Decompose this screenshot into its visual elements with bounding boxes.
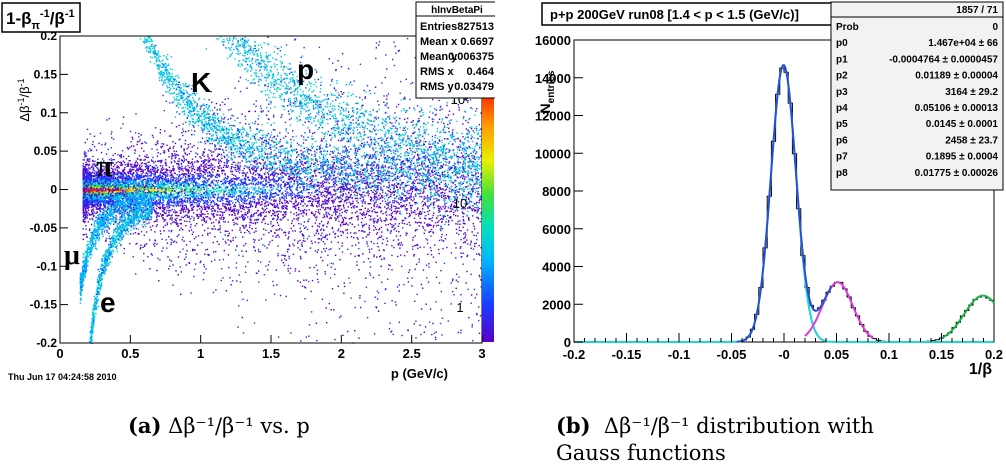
right-x-tick: 0.1 xyxy=(880,347,898,362)
fit-row-value: 0.01189 ± 0.00004 xyxy=(915,71,998,82)
fit-row-value: 0.01775 ± 0.00026 xyxy=(915,168,999,179)
fit-row-value: 0.05106 ± 0.00013 xyxy=(915,103,999,114)
kaon-gauss-fit xyxy=(804,281,874,339)
colorbar-tick-3: 1 xyxy=(456,300,463,315)
caption-a-label: (a) xyxy=(128,413,162,438)
stats-row-value: 0.03479 xyxy=(454,81,494,93)
label-muon: μ xyxy=(64,240,80,271)
total-fit xyxy=(736,64,833,343)
stats-name: hInvBetaPi xyxy=(431,5,483,16)
label-kaon: K xyxy=(191,67,211,98)
caption-b: (b) Δβ⁻¹/β⁻¹ distribution with Gauss fun… xyxy=(556,412,874,467)
right-y-tick: 12000 xyxy=(535,109,571,124)
fit-parameters-box: 1857 / 71 Prob 0 p0 1.467e+04 ± 66 p1 -0.0004… xyxy=(830,1,1004,191)
right-y-tick: 14000 xyxy=(535,71,571,86)
left-y-axis: 0.20.150.10.050-0.05-0.1-0.15-0.2 xyxy=(30,29,68,350)
fit-box-header: 1857 / 71 xyxy=(956,5,998,16)
fit-row-label: p3 xyxy=(836,87,848,98)
stats-row-value: 827513 xyxy=(457,21,494,33)
right-y-tick: 10000 xyxy=(535,146,571,161)
fit-row-value: 0 xyxy=(992,22,998,33)
left-x-tick: 3 xyxy=(478,346,485,361)
fit-row-label: p4 xyxy=(836,103,848,114)
caption-a-text: Δβ⁻¹/β⁻¹ vs. p xyxy=(168,414,310,438)
fit-row-label: p6 xyxy=(836,135,848,146)
left-y-tick: -0.15 xyxy=(30,298,58,312)
left-heatmap-panel: 10² 10 1 0 0.5 1 1.5 2 2.5 3 0.20.150.10.050-0… xyxy=(0,0,495,395)
right-x-tick: -0.05 xyxy=(717,347,747,362)
right-y-tick: 4000 xyxy=(542,260,571,275)
fit-row-value: 0.1895 ± 0.0004 xyxy=(926,152,999,163)
stats-row-label: RMS x xyxy=(420,66,455,78)
fit-row-label: p1 xyxy=(836,54,848,65)
fit-row-label: p5 xyxy=(836,119,848,130)
fit-row-label: p7 xyxy=(836,152,848,163)
fit-row-value: 0.0145 ± 0.0001 xyxy=(926,119,999,130)
right-y-tick: 2000 xyxy=(542,297,571,312)
right-x-tick: -0.15 xyxy=(612,347,642,362)
right-x-tick: -0.2 xyxy=(563,347,585,362)
right-x-label: 1/β xyxy=(969,361,992,378)
caption-b-label: (b) xyxy=(556,413,591,438)
fit-row-label: p2 xyxy=(836,71,848,82)
left-y-tick: -0.1 xyxy=(36,259,57,273)
left-x-tick: 0.5 xyxy=(121,346,139,361)
caption-b-line1: Δβ⁻¹/β⁻¹ distribution with xyxy=(603,414,874,438)
fit-row-value: 1.467e+04 ± 66 xyxy=(928,38,998,49)
fit-row-value: 2458 ± 23.7 xyxy=(945,135,998,146)
right-chart-title: p+p 200GeV run08 [1.4 < p < 1.5 (GeV/c)] xyxy=(550,7,799,22)
left-x-label: p (GeV/c) xyxy=(391,366,448,381)
fit-row-value: 3164 ± 29.2 xyxy=(945,87,998,98)
right-x-tick: 0.15 xyxy=(929,347,954,362)
left-x-axis: 0 0.5 1 1.5 2 2.5 3 xyxy=(56,335,486,361)
stats-row-value: 0.464 xyxy=(466,66,494,78)
left-x-tick: 2.5 xyxy=(403,346,421,361)
left-y-label: Δβ-1/β-1 xyxy=(16,78,32,121)
left-y-tick: 0 xyxy=(50,183,57,197)
right-x-tick: -0 xyxy=(778,347,790,362)
fit-row-value: -0.0004764 ± 0.0000457 xyxy=(889,54,998,65)
right-x-tick: 0.05 xyxy=(824,347,849,362)
fit-row-label: p0 xyxy=(836,38,848,49)
stats-row-value: 0.006375 xyxy=(448,51,494,63)
stats-row-label: Mean x xyxy=(420,36,458,48)
colorbar-tick-2: 10 xyxy=(453,196,467,211)
right-y-tick: 0 xyxy=(564,335,571,350)
right-x-tick: 0.2 xyxy=(985,347,1003,362)
left-x-tick: 2 xyxy=(338,346,345,361)
label-pion: π xyxy=(96,148,113,183)
stats-row-value: 0.6697 xyxy=(460,36,494,48)
right-y-axis: 0 2000 4000 6000 8000 10000 12000 14000 16000 xyxy=(535,33,583,350)
right-y-tick: 6000 xyxy=(542,222,571,237)
right-y-tick: 16000 xyxy=(535,33,571,48)
left-x-tick: 1 xyxy=(197,346,204,361)
right-x-axis: -0.2 -0.15 -0.1 -0.05 -0 0.05 0.1 0.15 0.2 xyxy=(563,333,1003,362)
left-y-tick: 0.15 xyxy=(34,67,58,81)
colorbar xyxy=(482,90,494,342)
heatmap-points xyxy=(79,36,484,344)
stats-row-label: RMS y xyxy=(420,81,455,93)
right-y-tick: 8000 xyxy=(542,184,571,199)
left-x-tick: 0 xyxy=(56,346,63,361)
label-proton: p xyxy=(297,54,314,85)
left-y-tick: -0.2 xyxy=(36,336,57,350)
stats-row-label: Entries xyxy=(420,21,457,33)
left-x-tick: 1.5 xyxy=(262,346,280,361)
timestamp: Thu Jun 17 04:24:58 2010 xyxy=(8,372,117,382)
left-y-tick: -0.05 xyxy=(30,221,58,235)
left-y-tick: 0.05 xyxy=(34,144,58,158)
fit-row-label: p8 xyxy=(836,168,848,179)
stats-box: hInvBetaPi Entries 827513 Mean x 0.6697Mean… xyxy=(415,1,495,99)
caption-b-line2: Gauss functions xyxy=(556,441,726,465)
right-x-tick: -0.1 xyxy=(668,347,690,362)
left-y-tick: 0.1 xyxy=(40,106,57,120)
proton-gauss-fit xyxy=(941,294,995,339)
right-histogram-panel: -0.2 -0.15 -0.1 -0.05 -0 0.05 0.1 0.15 0.2 0 2000… xyxy=(520,0,1006,395)
fit-row-label: Prob xyxy=(836,22,859,33)
stats-row-label: Mean y xyxy=(420,51,458,63)
label-electron: e xyxy=(100,287,116,318)
caption-a: (a) Δβ⁻¹/β⁻¹ vs. p xyxy=(128,412,310,440)
